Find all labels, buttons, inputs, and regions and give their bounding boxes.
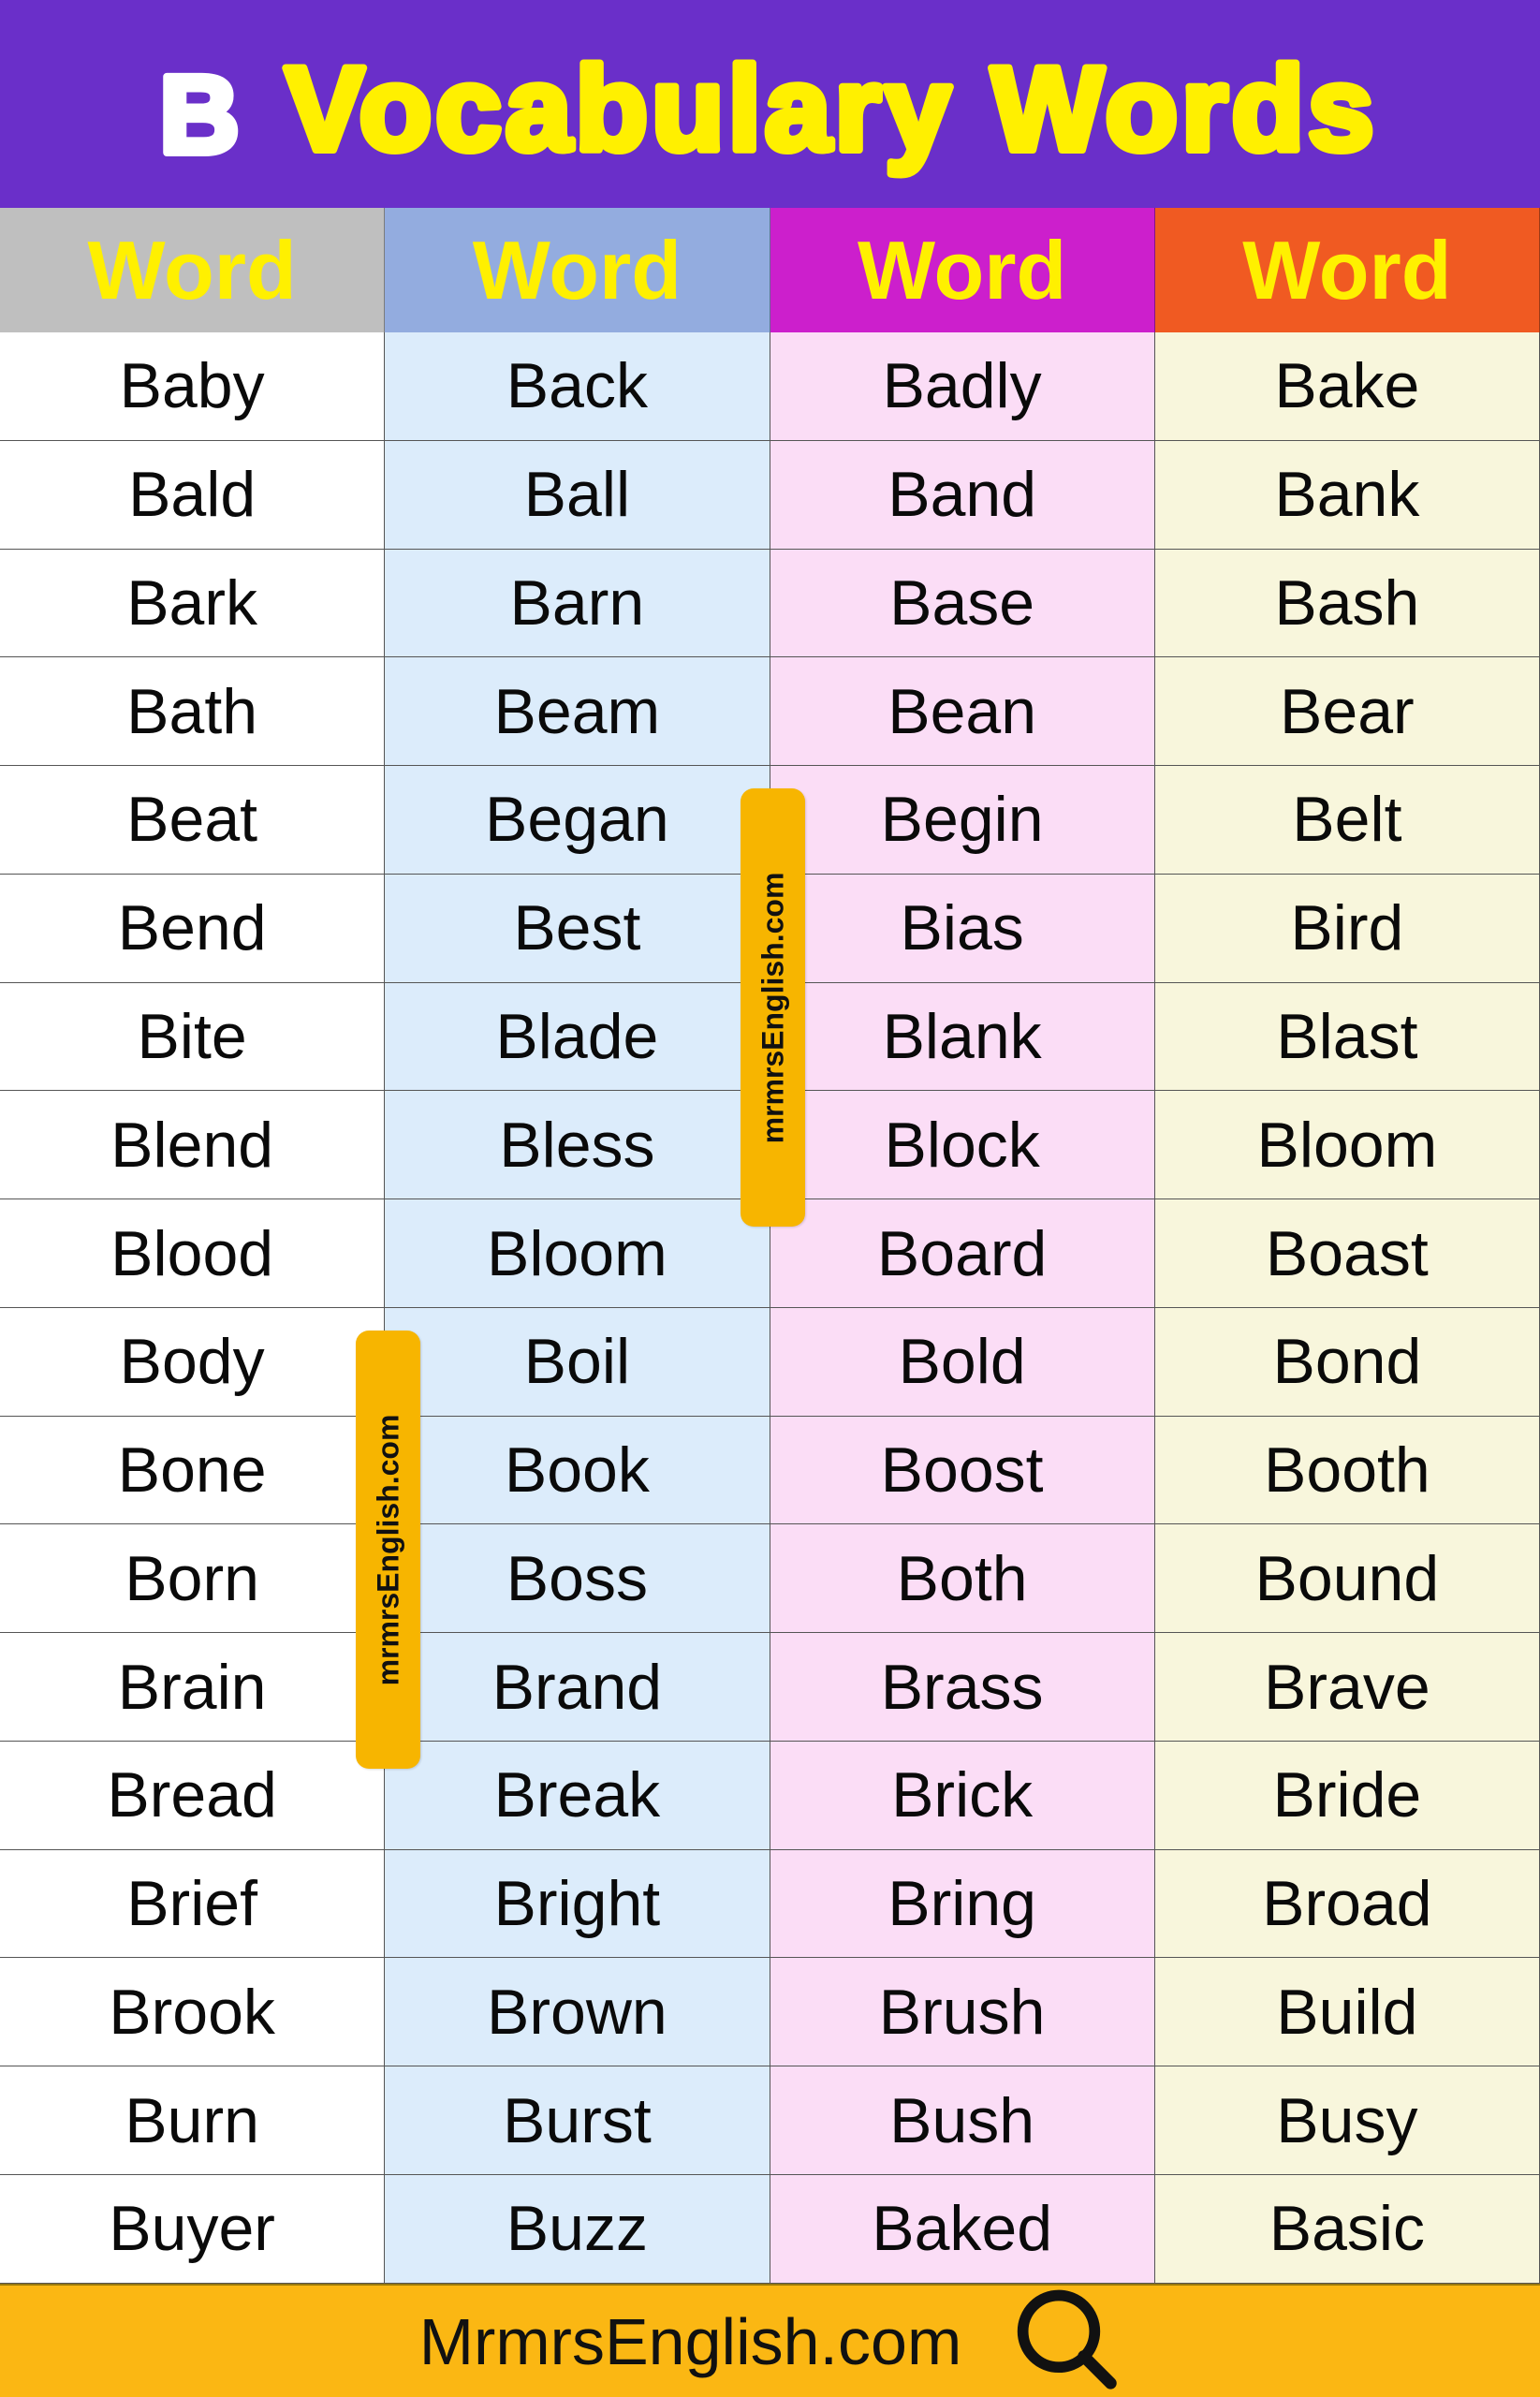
svg-text:B: B bbox=[159, 53, 239, 177]
svg-text:Vocabulary Words: Vocabulary Words bbox=[285, 42, 1377, 175]
